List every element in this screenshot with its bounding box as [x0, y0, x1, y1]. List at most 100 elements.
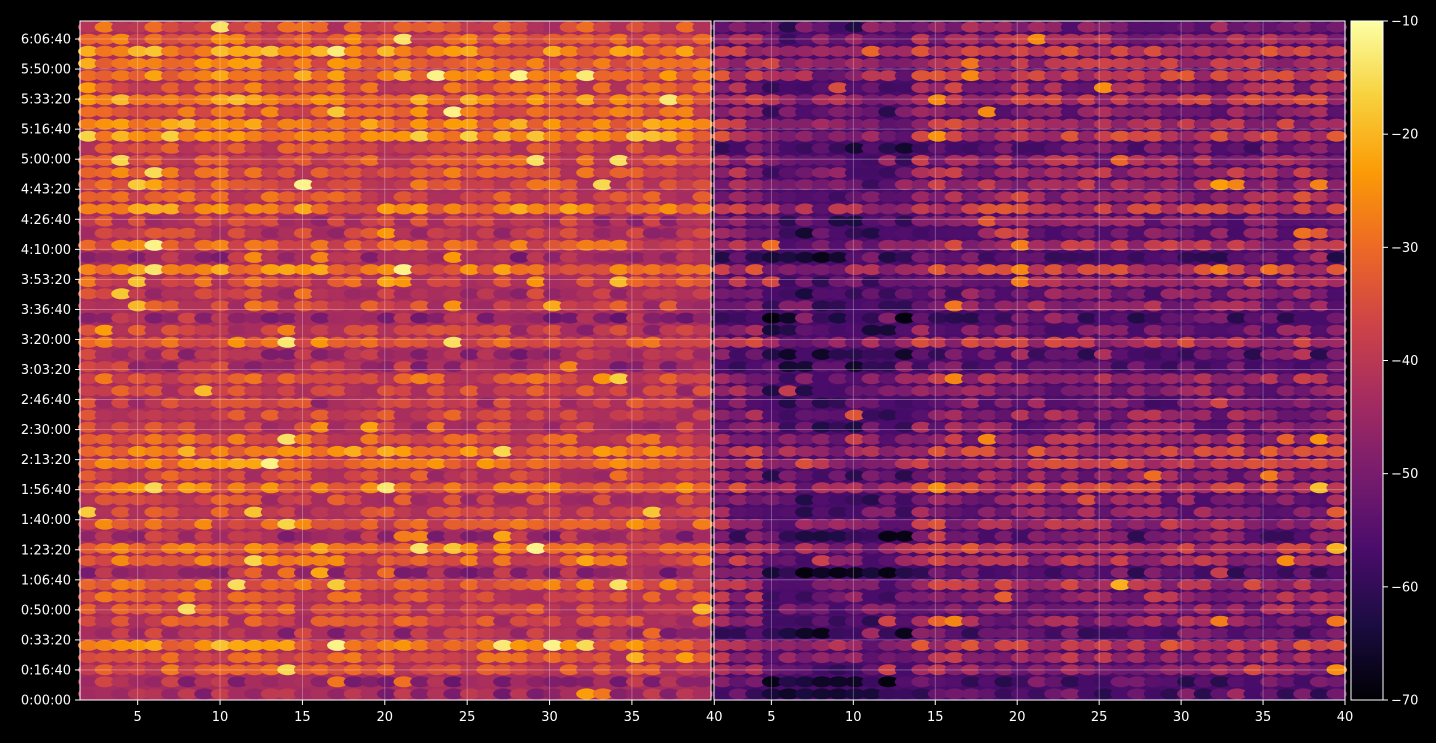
heatmap-cell: [994, 348, 1015, 360]
heatmap-cell: [795, 106, 816, 118]
heatmap-cell: [1077, 300, 1098, 312]
heatmap-cell: [944, 106, 966, 118]
heatmap-cell: [509, 167, 531, 179]
heatmap-cell: [844, 300, 866, 312]
heatmap-cell: [1309, 45, 1331, 57]
heatmap-cell: [626, 482, 647, 494]
heatmap-cell: [161, 409, 182, 421]
heatmap-cell: [343, 336, 365, 348]
heatmap-cell: [1226, 397, 1248, 409]
heatmap-cell: [459, 348, 481, 360]
heatmap-cell: [244, 21, 265, 33]
heatmap-cell: [78, 409, 99, 421]
colorbar-tick-label: −40: [1391, 354, 1418, 369]
heatmap-cell: [1276, 179, 1298, 191]
heatmap-cell: [1326, 33, 1347, 45]
heatmap-cell: [1093, 530, 1115, 542]
heatmap-cell: [1276, 348, 1298, 360]
heatmap-cell: [828, 215, 849, 227]
heatmap-cell: [911, 458, 932, 470]
heatmap-cell: [692, 324, 713, 336]
heatmap-cell: [144, 70, 165, 82]
heatmap-cell: [393, 433, 415, 445]
heatmap-cell: [778, 239, 799, 251]
heatmap-cell: [1226, 627, 1248, 639]
heatmap-cell: [894, 445, 916, 457]
heatmap-cell: [626, 591, 647, 603]
heatmap-cell: [692, 215, 713, 227]
heatmap-cell: [559, 203, 581, 215]
heatmap-cell: [227, 676, 249, 688]
heatmap-cell: [410, 94, 431, 106]
heatmap-cell: [1226, 518, 1248, 530]
heatmap-cell: [728, 324, 750, 336]
heatmap-cell: [1010, 385, 1032, 397]
heatmap-cell: [828, 251, 849, 263]
heatmap-cell: [1193, 57, 1215, 69]
heatmap-cell: [161, 652, 182, 664]
heatmap-cell: [227, 288, 249, 300]
heatmap-cell: [161, 639, 182, 651]
heatmap-cell: [509, 518, 531, 530]
heatmap-cell: [177, 421, 199, 433]
heatmap-cell: [1077, 433, 1098, 445]
heatmap-cell: [1044, 664, 1065, 676]
heatmap-cell: [1276, 118, 1298, 130]
heatmap-cell: [443, 433, 464, 445]
heatmap-cell: [1110, 445, 1132, 457]
heatmap-cell: [1110, 130, 1132, 142]
heatmap-cell: [476, 45, 498, 57]
heatmap-cell: [811, 33, 833, 45]
heatmap-cell: [210, 324, 232, 336]
heatmap-cell: [426, 348, 448, 360]
heatmap-cell: [811, 142, 833, 154]
heatmap-cell: [1060, 409, 1082, 421]
heatmap-cell: [811, 385, 833, 397]
heatmap-cell: [94, 409, 116, 421]
heatmap-cell: [745, 45, 766, 57]
heatmap-cell: [1260, 397, 1281, 409]
heatmap-cell: [327, 251, 348, 263]
heatmap-cell: [78, 45, 99, 57]
heatmap-cell: [1010, 361, 1032, 373]
heatmap-cell: [509, 421, 531, 433]
heatmap-cell: [1210, 506, 1231, 518]
heatmap-cell: [795, 300, 816, 312]
heatmap-cell: [1210, 191, 1231, 203]
heatmap-cell: [210, 227, 232, 239]
heatmap-cell: [911, 312, 932, 324]
heatmap-cell: [543, 251, 564, 263]
heatmap-cell: [712, 409, 733, 421]
heatmap-cell: [127, 106, 149, 118]
heatmap-cell: [745, 70, 766, 82]
heatmap-cell: [1243, 227, 1264, 239]
heatmap-cell: [811, 494, 833, 506]
heatmap-cell: [127, 348, 149, 360]
heatmap-cell: [210, 664, 232, 676]
heatmap-cell: [1326, 530, 1347, 542]
heatmap-cell: [592, 397, 614, 409]
heatmap-cell: [576, 433, 597, 445]
heatmap-cell: [493, 530, 514, 542]
heatmap-cell: [1326, 227, 1347, 239]
heatmap-cell: [293, 251, 315, 263]
heatmap-cell: [675, 300, 697, 312]
heatmap-cell: [177, 676, 199, 688]
heatmap-cell: [609, 482, 630, 494]
heatmap-cell: [795, 130, 816, 142]
heatmap-cell: [543, 385, 564, 397]
heatmap-cell: [944, 494, 966, 506]
heatmap-cell: [761, 627, 783, 639]
heatmap-cell: [659, 203, 680, 215]
heatmap-cell: [1010, 215, 1032, 227]
heatmap-cell: [944, 458, 966, 470]
heatmap-cell: [111, 506, 132, 518]
heatmap-cell: [426, 70, 448, 82]
heatmap-cell: [626, 409, 647, 421]
heatmap-cell: [78, 373, 99, 385]
heatmap-cell: [1060, 639, 1082, 651]
heatmap-cell: [476, 482, 498, 494]
heatmap-cell: [1326, 579, 1347, 591]
heatmap-cell: [360, 542, 381, 554]
heatmap-cell: [795, 385, 816, 397]
